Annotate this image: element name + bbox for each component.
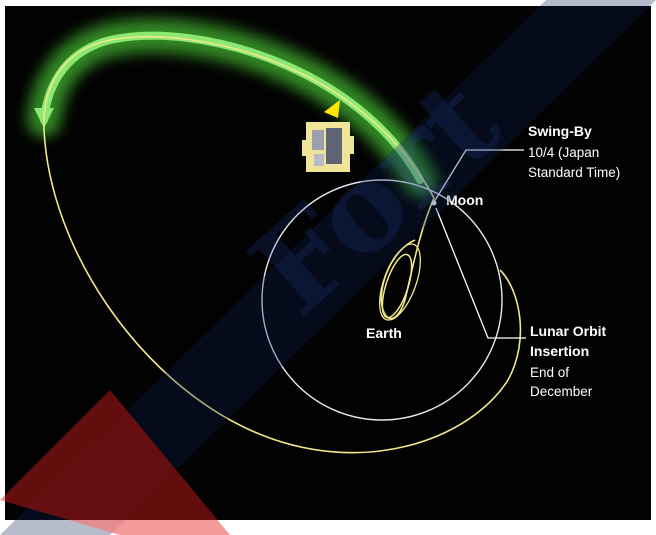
loi-title-line1: Lunar Orbit bbox=[530, 323, 607, 339]
loi-callout-line bbox=[435, 207, 526, 339]
moon-label: Moon bbox=[446, 192, 483, 208]
moon-point bbox=[431, 200, 437, 206]
swing-by-title: Swing-By bbox=[528, 123, 592, 139]
moon-orbit bbox=[261, 179, 503, 421]
earth-loop-mid bbox=[379, 243, 421, 321]
earth-label: Earth bbox=[366, 325, 402, 341]
loi-date-line2: December bbox=[530, 384, 593, 399]
spacecraft-icon bbox=[302, 122, 354, 172]
swing-by-timezone: Standard Time) bbox=[528, 165, 620, 180]
direction-arrow-icon bbox=[324, 100, 340, 118]
earth-loop-inner bbox=[381, 253, 413, 319]
swing-by-callout-line bbox=[433, 149, 524, 203]
transfer-trajectory bbox=[43, 35, 522, 454]
swing-by-date: 10/4 (Japan bbox=[528, 145, 599, 160]
loi-title-line2: Insertion bbox=[530, 343, 589, 359]
loi-date-line1: End of bbox=[530, 365, 569, 380]
